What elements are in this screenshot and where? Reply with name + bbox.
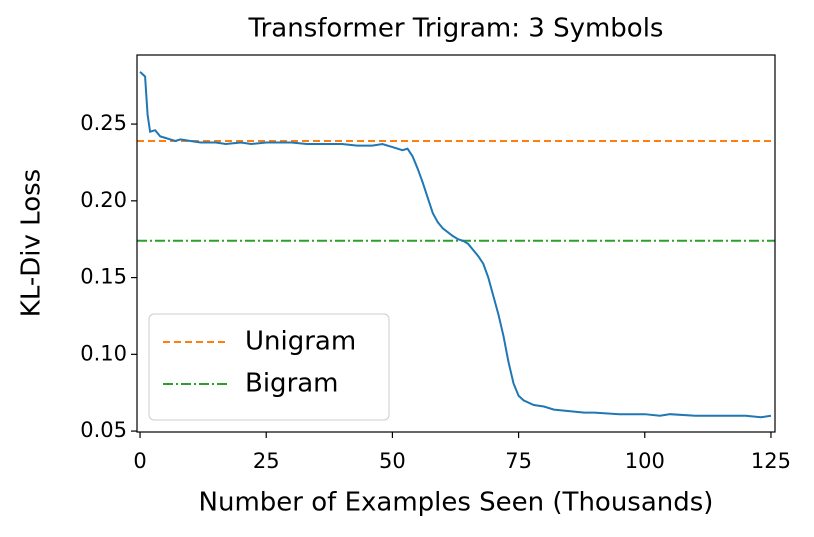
- y-tick-label: 0.10: [80, 341, 127, 365]
- series-line: [139, 71, 772, 419]
- x-tick-label: 125: [751, 449, 791, 473]
- y-axis-label: KL-Div Loss: [17, 169, 47, 317]
- legend-box: [148, 313, 390, 421]
- y-tick-label: 0.05: [80, 418, 127, 442]
- x-tick-label: 50: [379, 449, 406, 473]
- x-tick-label: 75: [505, 449, 532, 473]
- y-tick-label: 0.25: [80, 111, 127, 135]
- legend-label: Bigram: [245, 369, 339, 399]
- y-tick-label: 0.20: [80, 188, 127, 212]
- plot-frame: [136, 54, 776, 433]
- legend-label: Unigram: [245, 327, 356, 357]
- x-axis-label: Number of Examples Seen (Thousands): [199, 488, 714, 518]
- x-tick-label: 0: [133, 449, 146, 473]
- x-tick-label: 100: [625, 449, 665, 473]
- x-tick-label: 25: [253, 449, 280, 473]
- chart-title: Transformer Trigram: 3 Symbols: [248, 14, 664, 44]
- y-tick-label: 0.15: [80, 265, 127, 289]
